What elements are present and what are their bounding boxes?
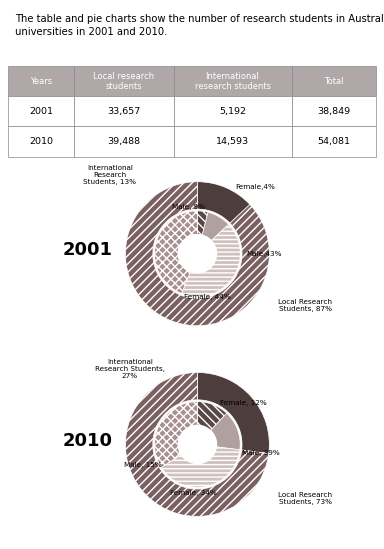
Wedge shape [155,211,197,294]
Bar [74,126,174,156]
Bar [174,66,291,96]
Text: Years: Years [30,77,52,86]
Text: 2001: 2001 [63,241,113,259]
Bar [291,66,376,96]
Text: Total: Total [324,77,344,86]
Wedge shape [182,225,240,296]
Text: Local research
students: Local research students [93,71,154,91]
Text: International
Research
Students, 13%: International Research Students, 13% [83,165,136,184]
Circle shape [178,234,217,273]
Circle shape [178,425,217,463]
Text: Male, 9%: Male, 9% [172,204,205,210]
Text: Male, 39%: Male, 39% [242,450,280,456]
Bar [174,96,291,126]
Text: 39,488: 39,488 [107,137,141,146]
Wedge shape [197,372,269,453]
Text: 38,849: 38,849 [317,107,351,116]
Text: International
research students: International research students [195,71,271,91]
Text: 33,657: 33,657 [107,107,141,116]
Text: Male,43%: Male,43% [247,251,282,257]
Text: Female, 34%: Female, 34% [170,490,217,496]
Text: Female, 44%: Female, 44% [184,294,231,300]
Bar [8,66,74,96]
Bar [174,126,291,156]
Bar [74,96,174,126]
Text: Female,4%: Female,4% [235,184,275,191]
Bar [8,96,74,126]
Wedge shape [197,182,250,223]
Wedge shape [210,413,240,450]
Text: 14,593: 14,593 [216,137,249,146]
Text: Local Research
Students, 73%: Local Research Students, 73% [278,492,332,505]
Text: Local Research
Students, 87%: Local Research Students, 87% [278,299,332,312]
Text: The table and pie charts show the number of research students in Australian
univ: The table and pie charts show the number… [15,14,384,37]
Text: International
Research Students,
27%: International Research Students, 27% [95,359,165,379]
Wedge shape [155,402,197,467]
Bar [291,96,376,126]
Text: 2010: 2010 [29,137,53,146]
Text: 5,192: 5,192 [219,107,246,116]
Text: Male, 15%: Male, 15% [124,462,161,468]
Wedge shape [202,212,228,240]
Text: 2010: 2010 [63,432,113,450]
Wedge shape [161,447,240,488]
Wedge shape [197,402,227,430]
Text: 2001: 2001 [29,107,53,116]
Bar [8,126,74,156]
Wedge shape [197,211,208,235]
Bar [74,66,174,96]
Bar [291,126,376,156]
Wedge shape [126,372,269,517]
Wedge shape [126,182,269,326]
Text: Female, 12%: Female, 12% [220,400,267,406]
Text: 54,081: 54,081 [318,137,351,146]
